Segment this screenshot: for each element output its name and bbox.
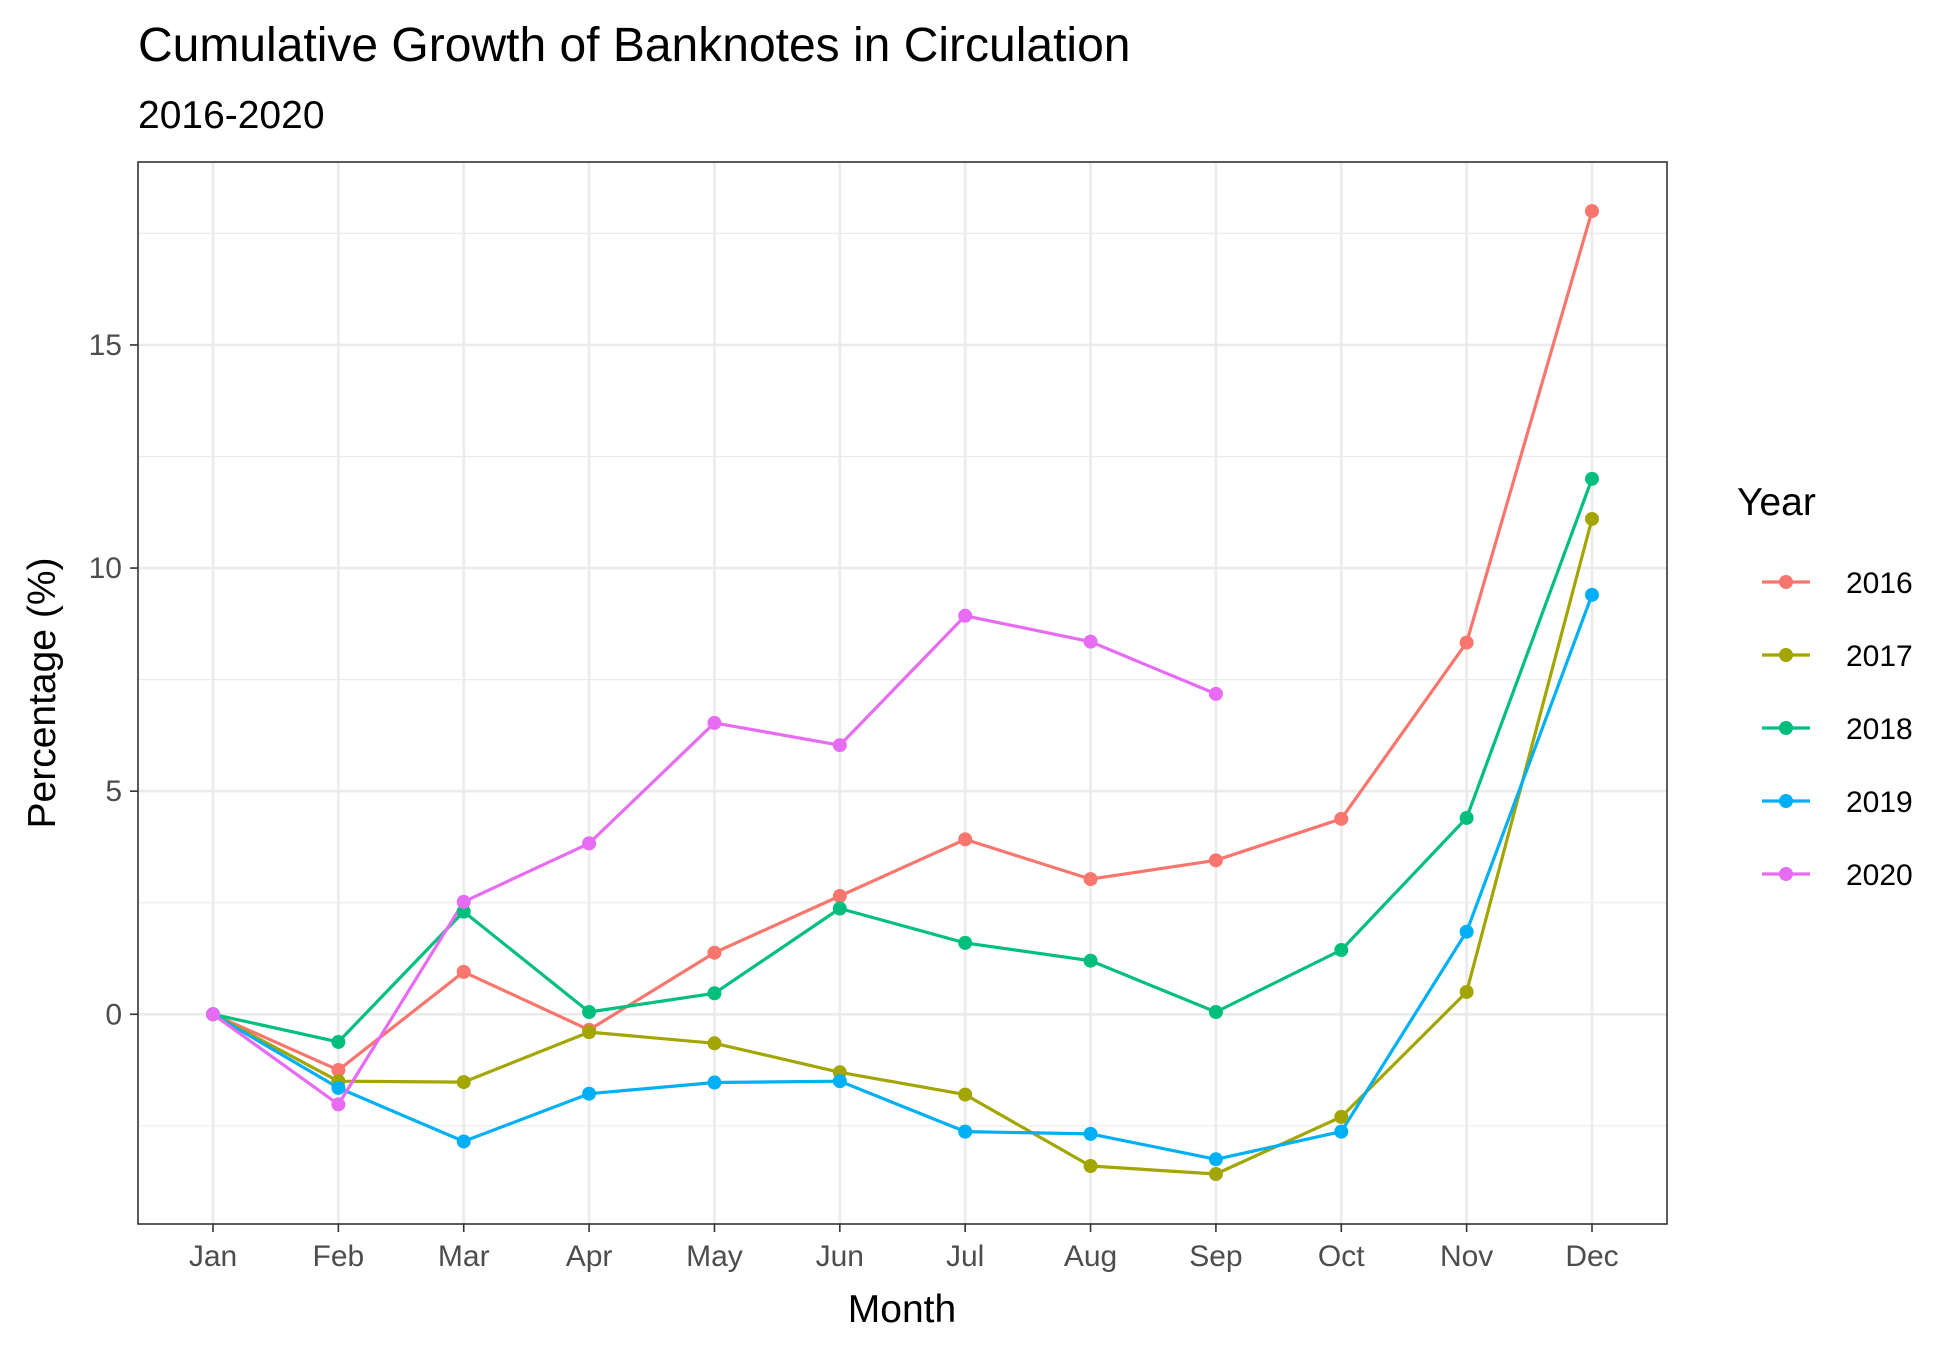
data-point-2017-jul [958, 1087, 973, 1102]
data-point-2018-aug [1083, 953, 1098, 968]
data-point-2020-jul [958, 608, 973, 623]
data-point-2016-may [707, 945, 722, 960]
data-point-2016-sep [1208, 853, 1223, 868]
x-tick-label: Jan [189, 1240, 237, 1273]
data-point-2018-sep [1208, 1005, 1223, 1020]
data-point-2019-aug [1083, 1126, 1098, 1141]
data-point-2018-jun [832, 901, 847, 916]
legend-items: 2016 2017 2018 2019 2020 [1762, 567, 1913, 892]
data-point-2019-feb [331, 1080, 346, 1095]
data-point-2020-may [707, 715, 722, 730]
major-gridlines [138, 162, 1667, 1224]
legend-key-point-2019 [1779, 794, 1793, 808]
y-tick-label: 15 [89, 329, 122, 362]
legend-title: Year [1737, 481, 1816, 524]
chart-title: Cumulative Growth of Banknotes in Circul… [138, 19, 1130, 72]
x-axis-ticks: Jan Feb Mar Apr May Jun Jul Aug Sep Oct Nov Dec [189, 1224, 1619, 1273]
data-point-2016-aug [1083, 872, 1098, 887]
data-point-2020-sep [1208, 686, 1223, 701]
data-point-2018-nov [1459, 810, 1474, 825]
legend-key-point-2017 [1779, 648, 1793, 662]
x-tick-label: Feb [313, 1240, 365, 1273]
x-tick-label: Dec [1565, 1240, 1618, 1273]
data-point-2017-oct [1334, 1109, 1349, 1124]
data-point-2016-jun [832, 889, 847, 904]
x-tick-label: Apr [566, 1240, 613, 1273]
y-tick-label: 0 [105, 998, 122, 1031]
data-point-2016-jul [958, 832, 973, 847]
data-point-2017-nov [1459, 984, 1474, 999]
y-axis-ticks: 0 5 10 15 [89, 329, 138, 1031]
data-point-2020-feb [331, 1097, 346, 1112]
data-point-2017-apr [582, 1025, 597, 1040]
x-tick-label: Jun [816, 1240, 864, 1273]
data-point-2016-oct [1334, 811, 1349, 826]
x-tick-label: Mar [438, 1240, 490, 1273]
data-point-2017-dec [1585, 511, 1599, 526]
series-line-2016 [212, 210, 1594, 1072]
legend-key-point-2020 [1779, 867, 1793, 881]
data-point-2020-mar [456, 894, 471, 909]
legend-label-2017: 2017 [1846, 640, 1913, 673]
series-points [206, 204, 1599, 1182]
legend-key-point-2018 [1779, 721, 1793, 735]
data-point-2018-feb [331, 1034, 346, 1049]
x-tick-label: Sep [1189, 1240, 1242, 1273]
data-point-2020-jun [832, 738, 847, 753]
legend-label-2016: 2016 [1846, 567, 1913, 600]
data-point-2018-oct [1334, 943, 1349, 958]
x-axis-title: Month [848, 1288, 956, 1331]
x-tick-label: Nov [1440, 1240, 1493, 1273]
data-point-2018-dec [1585, 471, 1599, 486]
series-line-2017 [212, 518, 1594, 1176]
chart-subtitle: 2016-2020 [138, 94, 325, 137]
data-point-2019-nov [1459, 924, 1474, 939]
data-point-2018-jul [958, 935, 973, 950]
data-point-2019-mar [456, 1134, 471, 1149]
data-point-2016-nov [1459, 635, 1474, 650]
data-point-2019-jun [832, 1074, 847, 1089]
legend-label-2019: 2019 [1846, 786, 1913, 819]
data-point-2018-may [707, 986, 722, 1001]
series-line-2018 [212, 478, 1594, 1044]
series-lines [212, 210, 1594, 1176]
legend-label-2020: 2020 [1846, 859, 1913, 892]
data-point-2018-mar [456, 904, 471, 919]
data-point-2020-apr [582, 836, 597, 851]
data-point-2019-sep [1208, 1152, 1223, 1167]
data-point-2016-mar [456, 964, 471, 979]
data-point-2020-jan [206, 1007, 220, 1022]
data-point-2019-jul [958, 1124, 973, 1139]
data-point-2019-oct [1334, 1124, 1349, 1139]
data-point-2017-may [707, 1036, 722, 1051]
plot-panel-border [137, 161, 1668, 1225]
data-point-2017-mar [456, 1075, 471, 1090]
x-tick-label: Jul [946, 1240, 984, 1273]
data-point-2019-dec [1585, 587, 1599, 602]
data-point-2019-may [707, 1075, 722, 1090]
y-axis-title: Percentage (%) [21, 558, 64, 829]
data-point-2020-aug [1083, 634, 1098, 649]
y-tick-label: 10 [89, 552, 122, 585]
data-point-2016-feb [331, 1063, 346, 1078]
series-line-2019 [212, 594, 1594, 1161]
data-point-2018-apr [582, 1005, 597, 1020]
legend-label-2018: 2018 [1846, 713, 1913, 746]
y-tick-label: 5 [105, 775, 122, 808]
x-tick-label: Aug [1064, 1240, 1117, 1273]
data-point-2019-apr [582, 1086, 597, 1101]
legend-key-point-2016 [1779, 575, 1793, 589]
x-tick-label: Oct [1318, 1240, 1365, 1273]
data-point-2016-dec [1585, 204, 1599, 219]
legend: Year 2016 2017 2018 2019 2020 [1737, 481, 1913, 892]
x-tick-label: May [686, 1240, 743, 1273]
data-point-2017-aug [1083, 1158, 1098, 1173]
data-point-2017-sep [1208, 1167, 1223, 1182]
